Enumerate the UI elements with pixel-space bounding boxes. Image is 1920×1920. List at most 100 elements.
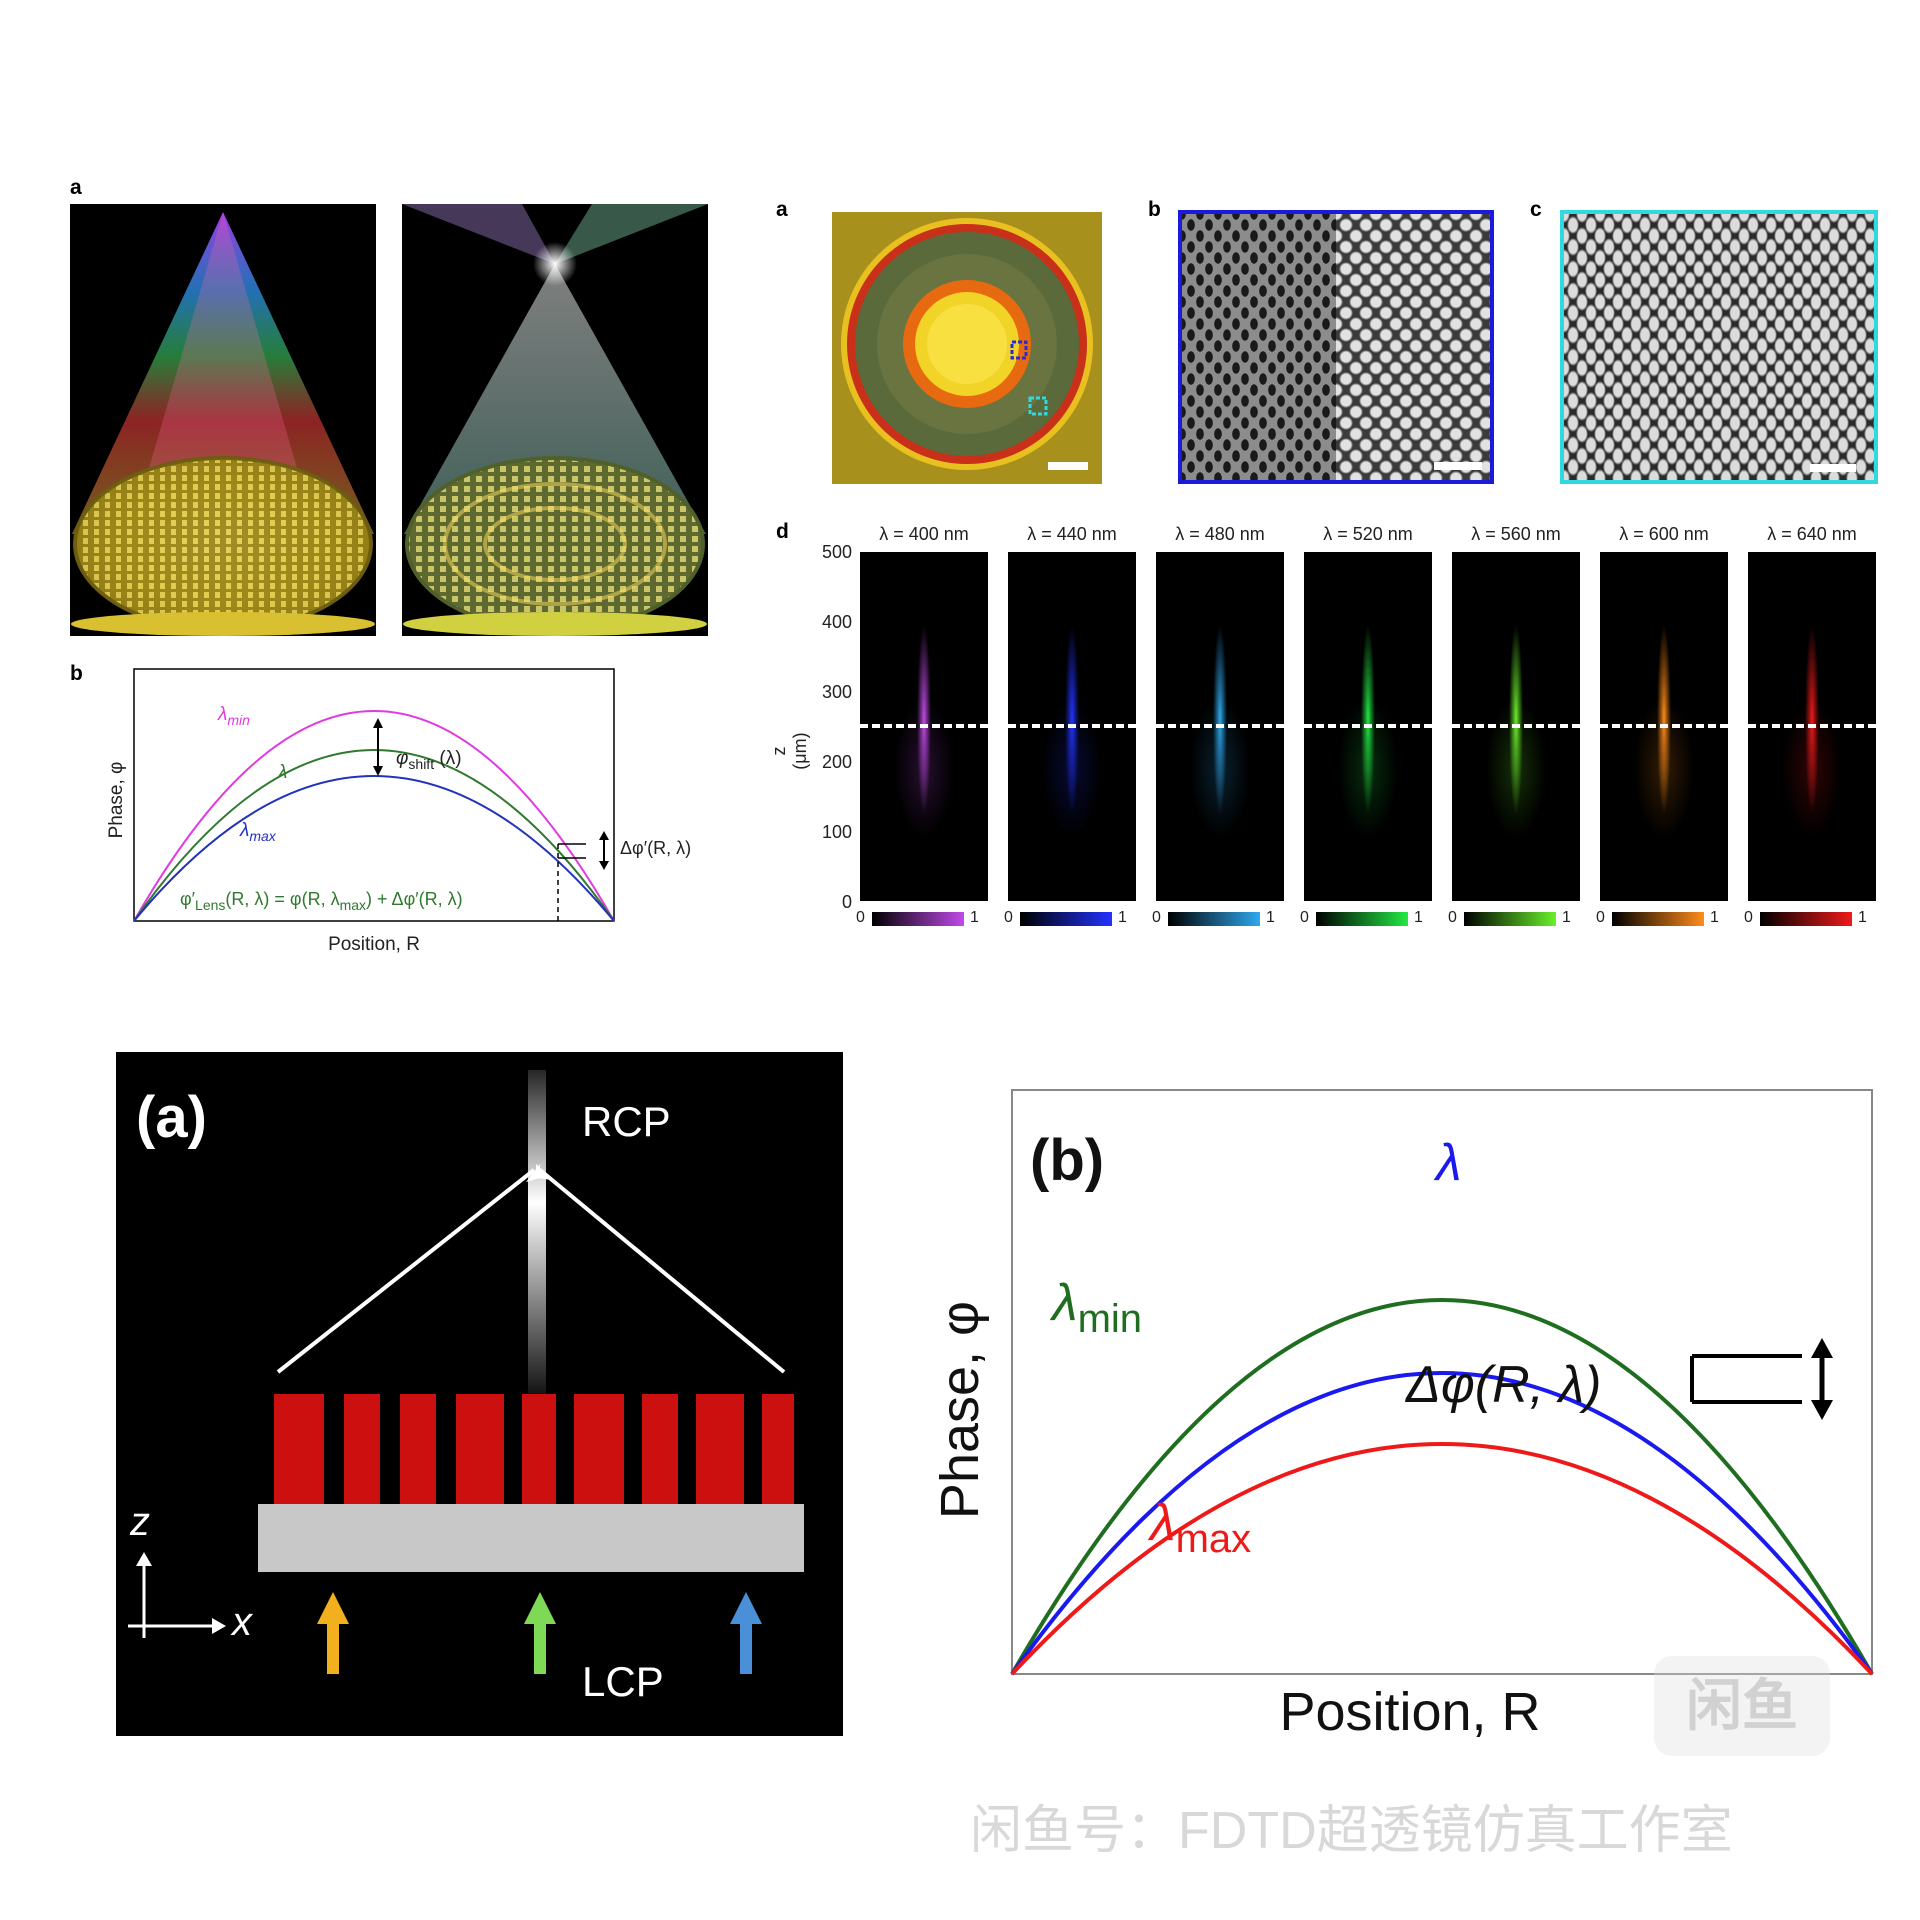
phase-plot-large: Phase, φ Position, R (b) λ λmin λmax Δφ(…: [930, 1089, 1874, 1742]
colorbar: [1168, 912, 1260, 926]
colorbar-min-label: 0: [856, 909, 865, 926]
wavelength-title: λ = 400 nm: [879, 524, 969, 544]
sem-image-cyan-frame: [1560, 210, 1878, 484]
panel-label-a-paren: (a): [136, 1085, 207, 1150]
y-tick-500: 500: [821, 542, 852, 562]
focus-intensity-panel: [1304, 552, 1432, 901]
colorbar-min-label: 0: [1448, 909, 1457, 926]
y-tick-0: 0: [841, 892, 852, 912]
curve-lambda-max: [1010, 1442, 1874, 1676]
watermark-text: 闲鱼号：FDTD超透镜仿真工作室: [970, 1802, 1733, 1860]
label-lambda-min: λmin: [1049, 1274, 1142, 1341]
colorbar: [1316, 912, 1408, 926]
focus-intensity-panel: [1748, 552, 1876, 901]
optical-micrograph: [832, 212, 1102, 484]
x-axis-label: Position, R: [1279, 1682, 1540, 1742]
colorbar-max-label: 1: [1414, 909, 1423, 926]
panel-label-c: c: [1530, 198, 1542, 221]
watermark-logo: 闲鱼: [1654, 1656, 1830, 1756]
label-lambda: λ: [1433, 1134, 1462, 1192]
curve-lambda: [133, 749, 615, 922]
y-tick-200: 200: [821, 752, 852, 772]
focus-intensity-panel: [1600, 552, 1728, 901]
colorbar-max-label: 1: [1710, 909, 1719, 926]
colorbar-min-label: 0: [1596, 909, 1605, 926]
incident-arrow-blue: [730, 1592, 762, 1674]
colorbar-max-label: 1: [970, 909, 979, 926]
wavelength-title: λ = 440 nm: [1027, 524, 1117, 544]
nanopillars: [274, 1394, 794, 1504]
colorbar-max-label: 1: [1858, 909, 1867, 926]
ray-right: [538, 1168, 786, 1374]
ray-left: [276, 1168, 536, 1374]
focus-intensity-panel: [1452, 552, 1580, 901]
schematic-graphics: [128, 1070, 804, 1674]
incident-arrow-yellow: [317, 1592, 349, 1674]
focal-plane-line: [1304, 724, 1432, 728]
y-tick-300: 300: [821, 682, 852, 702]
incident-arrow-green: [524, 1592, 556, 1674]
focal-plane-line: [1748, 724, 1876, 728]
plot-frame: [133, 668, 615, 922]
lcp-label: LCP: [582, 1658, 664, 1705]
colorbar-max-label: 1: [1562, 909, 1571, 926]
rcp-label: RCP: [582, 1098, 671, 1145]
y-axis-label: Phase, φ: [106, 762, 127, 839]
colorbar-max-label: 1: [1266, 909, 1275, 926]
label-lambda-min: λmin: [217, 704, 250, 728]
axis-x-label: x: [232, 1600, 252, 1644]
wavelength-title: λ = 600 nm: [1619, 524, 1709, 544]
metalens-render-achromatic: [402, 204, 708, 636]
panel-label-b-paren: (b): [1030, 1128, 1104, 1193]
colorbar: [1464, 912, 1556, 926]
y-axis-label: Phase, φ: [930, 1301, 990, 1519]
label-lambda: λ: [277, 762, 287, 783]
focal-plane-line: [1452, 724, 1580, 728]
x-axis-label: Position, R: [328, 934, 420, 955]
colorbar: [872, 912, 964, 926]
colorbar-min-label: 0: [1004, 909, 1013, 926]
plot-frame: [1011, 1089, 1873, 1675]
colorbar: [1760, 912, 1852, 926]
wavelength-title: λ = 640 nm: [1767, 524, 1857, 544]
metalens-render-dispersive: [70, 204, 376, 636]
lens-equation: φ′Lens(R, λ) = φ(R, λmax) + Δφ′(R, λ): [180, 889, 463, 913]
wavelength-title: λ = 560 nm: [1471, 524, 1561, 544]
panel-label-a: a: [70, 176, 82, 199]
colorbar: [1612, 912, 1704, 926]
y-tick-400: 400: [821, 612, 852, 632]
label-lambda-max: λmax: [239, 820, 277, 844]
z-axis-label: z (μm): [769, 732, 810, 770]
focal-plane-line: [1600, 724, 1728, 728]
curve-lambda: [1010, 1371, 1874, 1676]
colorbar-max-label: 1: [1118, 909, 1127, 926]
panel-label-a: a: [776, 198, 788, 221]
substrate: [258, 1504, 804, 1572]
focus-intensity-panel: [1008, 552, 1136, 901]
axis-z-label: z: [130, 1500, 150, 1544]
label-delta-phi: Δφ(R, λ): [1404, 1356, 1601, 1414]
panel-label-d: d: [776, 520, 789, 543]
focus-intensity-panel: [1156, 552, 1284, 901]
label-phase-shift: φshift (λ): [396, 748, 462, 772]
focus-beam: [528, 1070, 546, 1400]
sem-image-blue-frame: [1178, 210, 1494, 484]
focal-plane-line: [1008, 724, 1136, 728]
phase-plot-small: Phase, φ Position, R λmin λ λmax φshift …: [106, 668, 691, 955]
colorbar-min-label: 0: [1152, 909, 1161, 926]
panel-label-b: b: [70, 662, 83, 685]
focal-plane-line: [1156, 724, 1284, 728]
colorbar-min-label: 0: [1300, 909, 1309, 926]
panel-label-b: b: [1148, 198, 1161, 221]
label-delta-phi: Δφ′(R, λ): [620, 838, 691, 858]
label-lambda-max: λmax: [1147, 1494, 1251, 1561]
metalens-schematic: (a) RCP LCP: [116, 1052, 843, 1736]
curve-lambda-min: [133, 710, 615, 922]
colorbar: [1020, 912, 1112, 926]
focus-intensity-panel: [860, 552, 988, 901]
y-tick-100: 100: [821, 822, 852, 842]
axis-arrows: [128, 1552, 226, 1638]
curve-lambda-min: [1010, 1298, 1874, 1675]
colorbar-min-label: 0: [1744, 909, 1753, 926]
wavelength-title: λ = 480 nm: [1175, 524, 1265, 544]
